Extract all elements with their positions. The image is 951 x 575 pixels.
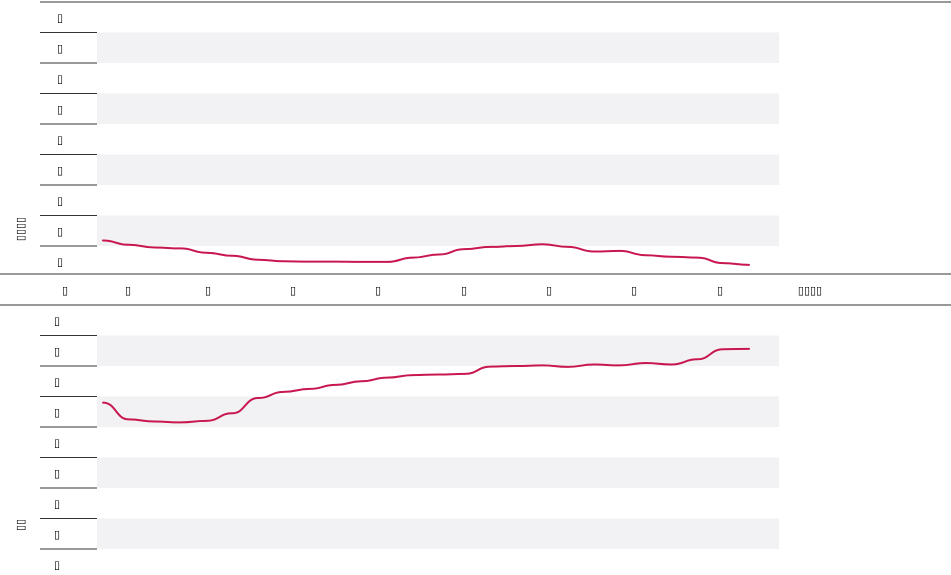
y-tick-label: ▯: [54, 436, 60, 449]
y-tick-label: ▯: [57, 133, 63, 146]
y-tick-label: ▯: [57, 255, 63, 268]
x-tick-label: ▯: [205, 284, 211, 297]
bottom-line-chart: ▯▯▯▯▯▯▯▯▯▯▯: [14, 314, 779, 571]
y-tick-label: ▯: [57, 194, 63, 207]
y-tick-label: ▯: [54, 406, 60, 419]
grid-band: [97, 457, 779, 488]
x-tick-label: ▯: [125, 284, 131, 297]
y-tick-label: ▯: [54, 497, 60, 510]
x-tick-label: ▯: [631, 284, 637, 297]
x-tick-label: ▯: [717, 284, 723, 297]
y-tick-label: ▯: [54, 314, 60, 327]
series-line: [102, 239, 750, 266]
y-tick-label: ▯: [57, 164, 63, 177]
grid-band: [97, 396, 779, 427]
y-tick-label: ▯: [57, 72, 63, 85]
x-tick-label: ▯: [62, 284, 68, 297]
y-tick-label: ▯: [57, 225, 63, 238]
grid-band: [97, 154, 779, 185]
grid-band: [97, 335, 779, 366]
grid-band: [97, 32, 779, 63]
top-line-chart: ▯▯▯▯▯▯▯▯▯▯▯▯▯: [14, 1, 951, 268]
x-axis: ▯ ▯ ▯ ▯ ▯ ▯ ▯ ▯ ▯ ▯▯▯▯: [0, 273, 951, 306]
y-tick-label: ▯: [54, 528, 60, 541]
y-tick-label: ▯: [54, 558, 60, 571]
series-line: [102, 347, 750, 424]
x-axis-label: ▯▯▯▯: [798, 284, 822, 297]
y-tick-label: ▯: [54, 345, 60, 358]
x-tick-label: ▯: [290, 284, 296, 297]
y-axis-label: ▯▯: [14, 519, 27, 531]
y-tick-label: ▯: [54, 375, 60, 388]
x-tick-label: ▯: [375, 284, 381, 297]
y-tick-label: ▯: [54, 467, 60, 480]
y-axis-label: ▯▯▯▯: [14, 217, 27, 241]
x-tick-label: ▯: [546, 284, 552, 297]
grid-band: [97, 518, 779, 549]
y-tick-label: ▯: [57, 11, 63, 24]
y-tick-label: ▯: [57, 103, 63, 116]
y-tick-label: ▯: [57, 42, 63, 55]
x-tick-label: ▯: [461, 284, 467, 297]
grid-band: [97, 215, 779, 246]
grid-band: [97, 93, 779, 124]
